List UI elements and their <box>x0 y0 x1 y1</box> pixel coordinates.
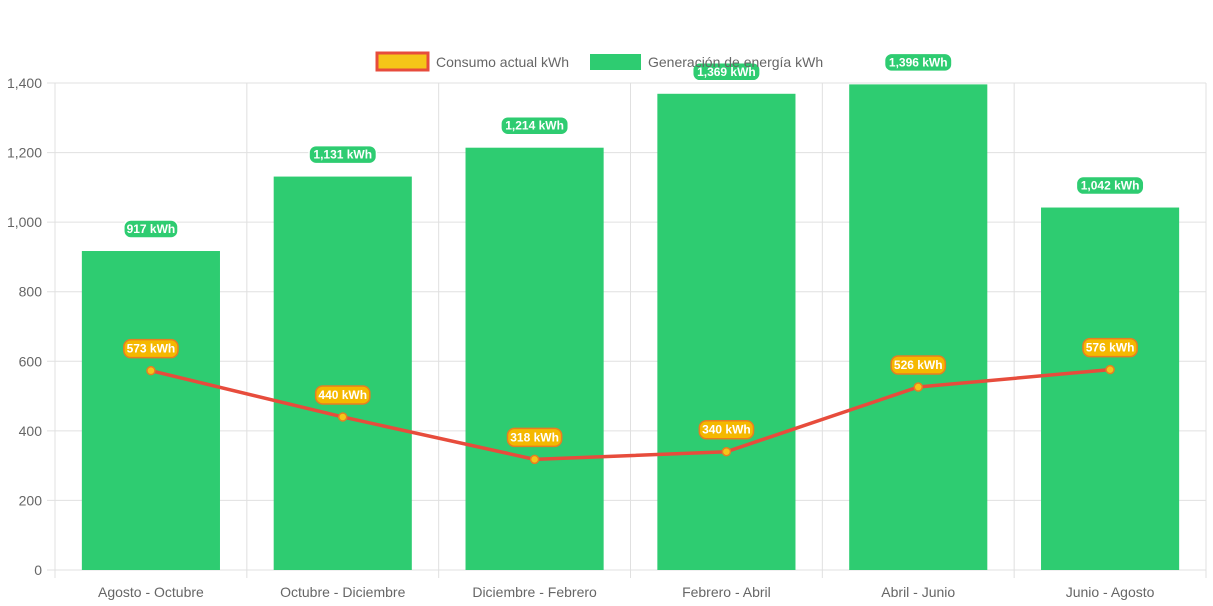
y-tick-label: 1,400 <box>7 75 42 91</box>
bar-data-label-bg <box>1075 175 1145 196</box>
bar-data-label: 1,214 kWh <box>500 115 570 136</box>
line-series <box>146 364 1115 465</box>
x-tick-label: Abril - Junio <box>881 584 955 600</box>
x-tick-label: Junio - Agosto <box>1066 584 1155 600</box>
legend-label-generacion: Generación de energía kWh <box>648 54 823 70</box>
bar-data-label: 917 kWh <box>123 219 179 239</box>
legend-item-consumo[interactable]: Consumo actual kWh <box>375 51 569 72</box>
bar-data-label-text: 1,396 kWh <box>889 55 948 69</box>
line-data-label: 573 kWh <box>123 338 179 359</box>
x-tick-label: Octubre - Diciembre <box>280 584 405 600</box>
point-consumo[interactable] <box>721 446 732 457</box>
y-tick-label: 0 <box>34 562 42 578</box>
line-data-label-bg <box>314 385 371 405</box>
bar-data-label: 1,042 kWh <box>1075 175 1145 196</box>
line-data-label-text: 526 kWh <box>894 358 943 372</box>
y-tick-label: 1,200 <box>7 145 42 161</box>
line-data-label-text: 440 kWh <box>318 388 367 402</box>
y-tick-label: 200 <box>19 492 43 508</box>
line-data-label-text: 573 kWh <box>127 342 176 356</box>
bar-generacion[interactable] <box>657 93 796 570</box>
bar-generacion[interactable] <box>465 147 604 571</box>
x-tick-label: Agosto - Octubre <box>98 584 204 600</box>
line-data-label: 526 kWh <box>890 355 947 375</box>
line-data-label-bg <box>698 419 755 440</box>
line-data-label: 440 kWh <box>314 385 371 405</box>
y-tick-label: 600 <box>19 353 43 369</box>
line-data-label: 340 kWh <box>698 419 755 440</box>
bar-data-label: 1,369 kWh <box>691 62 761 82</box>
point-consumo[interactable] <box>1105 364 1115 375</box>
line-data-label: 318 kWh <box>506 427 563 448</box>
bar-data-label-bg <box>691 62 761 82</box>
bar-data-label: 1,396 kWh <box>883 52 953 73</box>
point-consumo[interactable] <box>338 412 348 422</box>
line-data-label-text: 340 kWh <box>702 423 751 437</box>
line-data-label-text: 576 kWh <box>1086 341 1135 355</box>
bar-series <box>81 84 1180 571</box>
bar-data-label-text: 1,369 kWh <box>697 65 756 79</box>
line-data-label-text: 318 kWh <box>510 430 559 444</box>
y-tick-label: 1,000 <box>7 214 42 230</box>
y-tick-label: 800 <box>19 284 43 300</box>
bar-data-label-bg <box>123 219 179 239</box>
legend-swatch-consumo <box>375 51 430 72</box>
line-data-label-bg <box>1082 337 1138 358</box>
line-data-label-bg <box>506 427 563 448</box>
x-tick-label: Febrero - Abril <box>682 584 771 600</box>
point-consumo[interactable] <box>913 382 923 392</box>
y-tick-label: 400 <box>19 423 43 439</box>
x-tick-label: Diciembre - Febrero <box>472 584 597 600</box>
bar-data-label-bg <box>500 115 570 136</box>
bar-data-label: 1,131 kWh <box>308 144 378 165</box>
bar-data-label-text: 1,214 kWh <box>505 119 564 133</box>
point-consumo[interactable] <box>529 454 540 465</box>
bar-data-label-bg <box>883 52 953 73</box>
legend-label-consumo: Consumo actual kWh <box>436 54 569 70</box>
bar-data-label-bg <box>308 144 378 165</box>
data-labels: 917 kWh 1,131 kWh 1,214 kWh 1,369 kWh 1,396 … <box>123 52 1145 448</box>
line-data-label-bg <box>123 338 179 359</box>
legend-item-generacion[interactable]: Generación de energía kWh <box>590 54 823 70</box>
bar-generacion[interactable] <box>273 176 412 570</box>
bar-data-label-text: 1,042 kWh <box>1081 179 1140 193</box>
point-consumo[interactable] <box>146 365 156 376</box>
bar-generacion[interactable] <box>1041 207 1180 571</box>
bar-data-label-text: 1,131 kWh <box>313 148 372 162</box>
y-axis: 0 200 400 600 800 1,000 1,200 1,400 <box>7 75 42 578</box>
grid <box>47 82 1207 578</box>
bar-generacion[interactable] <box>81 251 220 570</box>
line-consumo <box>150 367 1111 462</box>
legend: Consumo actual kWh Generación de energía… <box>375 51 823 72</box>
line-data-label: 576 kWh <box>1082 337 1138 358</box>
legend-swatch-generacion <box>590 54 641 70</box>
bar-generacion[interactable] <box>849 84 988 571</box>
line-data-label-bg <box>890 355 947 375</box>
bar-data-label-text: 917 kWh <box>127 222 176 236</box>
x-axis: Agosto - Octubre Octubre - Diciembre Dicie… <box>98 584 1155 600</box>
